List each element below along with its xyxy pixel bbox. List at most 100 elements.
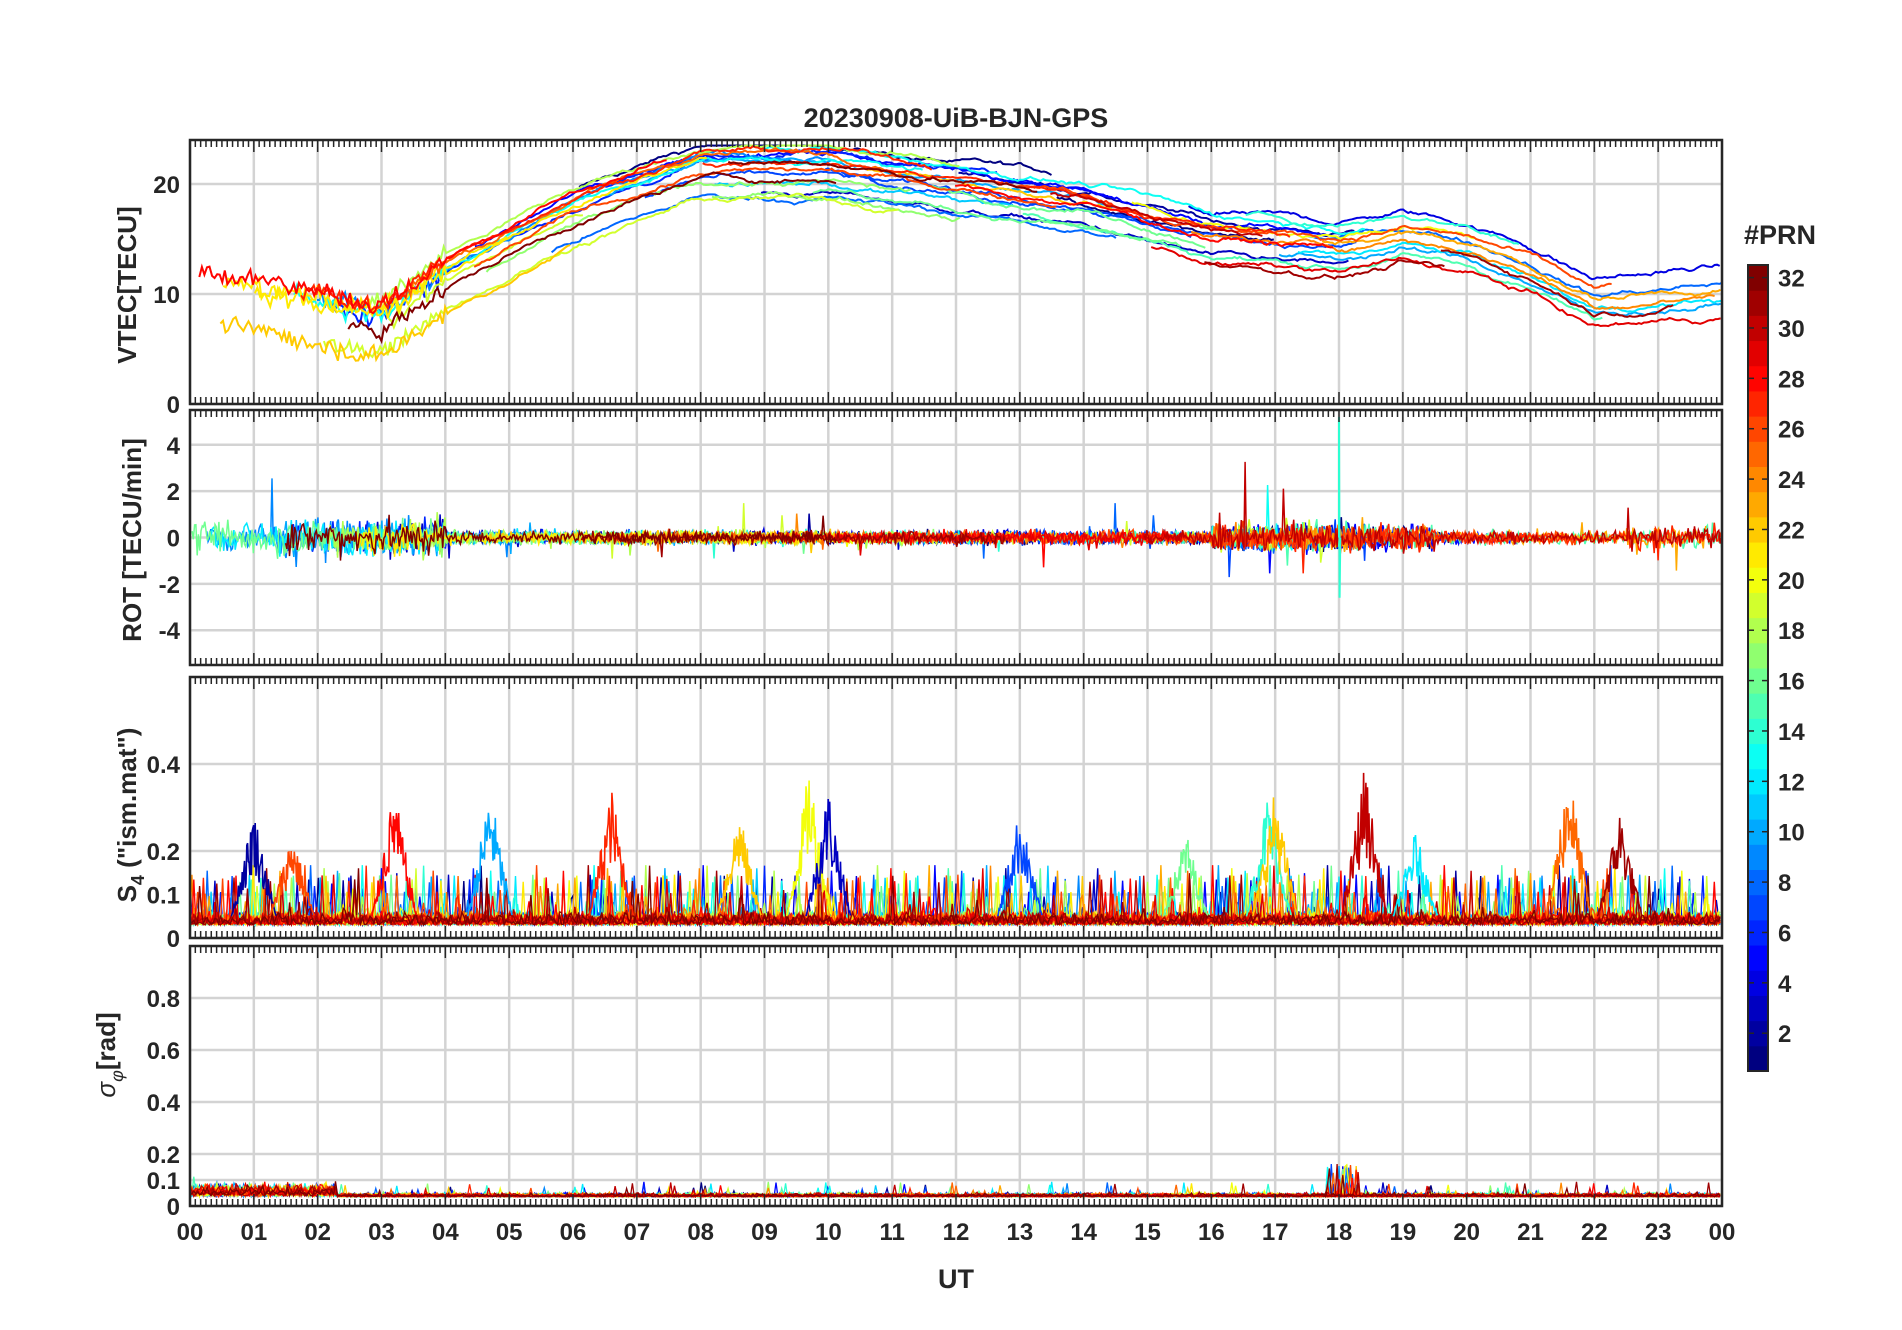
sigma-ylabel-sigma: σ — [91, 1081, 121, 1098]
s4-burst-line — [1341, 772, 1388, 917]
y-tick-label: -4 — [159, 618, 181, 645]
colorbar-tick-label: 4 — [1778, 971, 1792, 998]
s4-burst-line — [1596, 817, 1643, 917]
colorbar-segment — [1748, 718, 1768, 745]
x-tick-labels: 00 01 02 03 04 05 06 07 08 09 10 11 12 13 14 15 16 17 18 19… — [177, 1219, 1736, 1246]
s4-series-line — [189, 865, 1721, 928]
vtec-series-line — [1245, 210, 1520, 246]
y-tick-label: 0.4 — [147, 1090, 181, 1117]
vtec-series-line — [347, 171, 837, 345]
s4-burst-line — [786, 780, 833, 917]
y-tick-label: 0 — [167, 526, 180, 553]
vtec-series-line — [1321, 230, 1721, 301]
x-tick-label: 09 — [751, 1219, 778, 1246]
x-tick-label: 06 — [560, 1219, 587, 1246]
y-tick-label: 10 — [153, 282, 180, 309]
x-tick-label: 22 — [1581, 1219, 1608, 1246]
colorbar-segment — [1748, 919, 1768, 946]
colorbar-segment — [1748, 1020, 1768, 1047]
colorbar-tick-label: 30 — [1778, 316, 1805, 343]
colorbar-tick-label: 16 — [1778, 669, 1805, 696]
x-tick-label: 21 — [1517, 1219, 1544, 1246]
y-tick-label: 0.2 — [147, 1142, 180, 1169]
y-tick-label: 0 — [167, 392, 180, 419]
panel-rot: -4 -2 0 2 4 — [159, 408, 1724, 667]
colorbar-tick-label: 6 — [1778, 920, 1791, 947]
colorbar-segment — [1748, 995, 1768, 1022]
vtec-series-line — [219, 244, 571, 363]
x-tick-label: 07 — [623, 1219, 650, 1246]
colorbar-tick-label: 24 — [1778, 467, 1805, 494]
s4-ylabel-main: S — [112, 885, 142, 902]
x-axis-label: UT — [938, 1264, 974, 1294]
x-tick-label: 05 — [496, 1219, 523, 1246]
colorbar-segment — [1748, 441, 1768, 467]
x-tick-label: 15 — [1134, 1219, 1161, 1246]
s4-burst-line — [1162, 839, 1209, 917]
x-tick-label: 00 — [177, 1219, 204, 1246]
x-tick-label: 03 — [368, 1219, 395, 1246]
vtec-series-line — [1440, 249, 1674, 318]
colorbar-segment — [1748, 844, 1768, 870]
vtec-series-line — [222, 235, 508, 316]
vtec-series-line — [1004, 178, 1327, 236]
colorbar-segment — [1748, 466, 1768, 493]
colorbar-segment — [1748, 491, 1768, 518]
colorbar-segment — [1748, 542, 1768, 568]
colorbar-segment — [1748, 340, 1768, 367]
s4-burst-line — [715, 827, 762, 917]
y-tick-label: 0.1 — [147, 1168, 180, 1195]
x-tick-label: 13 — [1006, 1219, 1033, 1246]
colorbar-segment — [1748, 290, 1768, 316]
s4-burst-line — [371, 812, 418, 917]
x-tick-label: 11 — [879, 1219, 904, 1246]
sigma-ylabel-phi: φ — [107, 1070, 127, 1082]
x-tick-label: 14 — [1070, 1219, 1097, 1246]
x-tick-label: 19 — [1389, 1219, 1416, 1246]
x-tick-label: 16 — [1198, 1219, 1225, 1246]
colorbar-segment — [1748, 365, 1768, 392]
vtec-series-line — [761, 145, 1366, 236]
sigma-ylabel-rest: [rad] — [91, 1012, 121, 1070]
y-tick-label: 20 — [153, 172, 180, 199]
colorbar-tick-label: 10 — [1778, 820, 1805, 847]
colorbar-tick-label: 32 — [1778, 266, 1805, 293]
s4-burst-line — [230, 822, 277, 917]
s4-ylabel-rest: ("ism.mat") — [112, 728, 142, 875]
s4-series-line — [190, 865, 1721, 928]
colorbar-segment — [1748, 819, 1768, 845]
y-tick-label: 0.1 — [147, 883, 180, 910]
vtec-series-line — [1050, 192, 1263, 237]
rot-series-line — [355, 522, 776, 557]
s4-burst-line — [996, 825, 1043, 917]
vtec-series-line — [812, 188, 1182, 247]
rot-ylabel: ROT [TECU/min] — [117, 438, 147, 642]
vtec-series-line — [711, 190, 961, 223]
colorbar-tick-label: 2 — [1778, 1021, 1791, 1048]
x-tick-label: 08 — [687, 1219, 714, 1246]
vtec-series-line — [485, 178, 911, 273]
x-tick-label: 04 — [432, 1219, 459, 1246]
s4-burst-line — [466, 812, 513, 917]
x-tick-label: 10 — [815, 1219, 842, 1246]
s4-burst-line — [1252, 797, 1299, 917]
colorbar-segment — [1748, 592, 1768, 619]
vtec-series-line — [253, 156, 707, 319]
rot-spike-line — [1338, 416, 1342, 598]
vtec-ylabel: VTEC[TECU] — [112, 206, 142, 363]
y-tick-label: -2 — [159, 572, 180, 599]
colorbar-segment — [1748, 315, 1768, 342]
vtec-series-line — [727, 160, 1038, 193]
colorbar-segment — [1748, 416, 1768, 442]
y-tick-label: 0.6 — [147, 1038, 180, 1065]
vtec-series-line — [300, 145, 933, 314]
colorbar-tick-label: 20 — [1778, 568, 1805, 595]
s4-burst-line — [805, 798, 852, 917]
colorbar-tick-label: 12 — [1778, 769, 1805, 796]
vtec-series-line — [1297, 241, 1722, 313]
x-tick-label: 00 — [1709, 1219, 1736, 1246]
y-tick-label: 0.2 — [147, 839, 180, 866]
x-tick-label: 23 — [1645, 1219, 1672, 1246]
sigma-ylabel: σφ[rad] — [91, 1012, 127, 1097]
